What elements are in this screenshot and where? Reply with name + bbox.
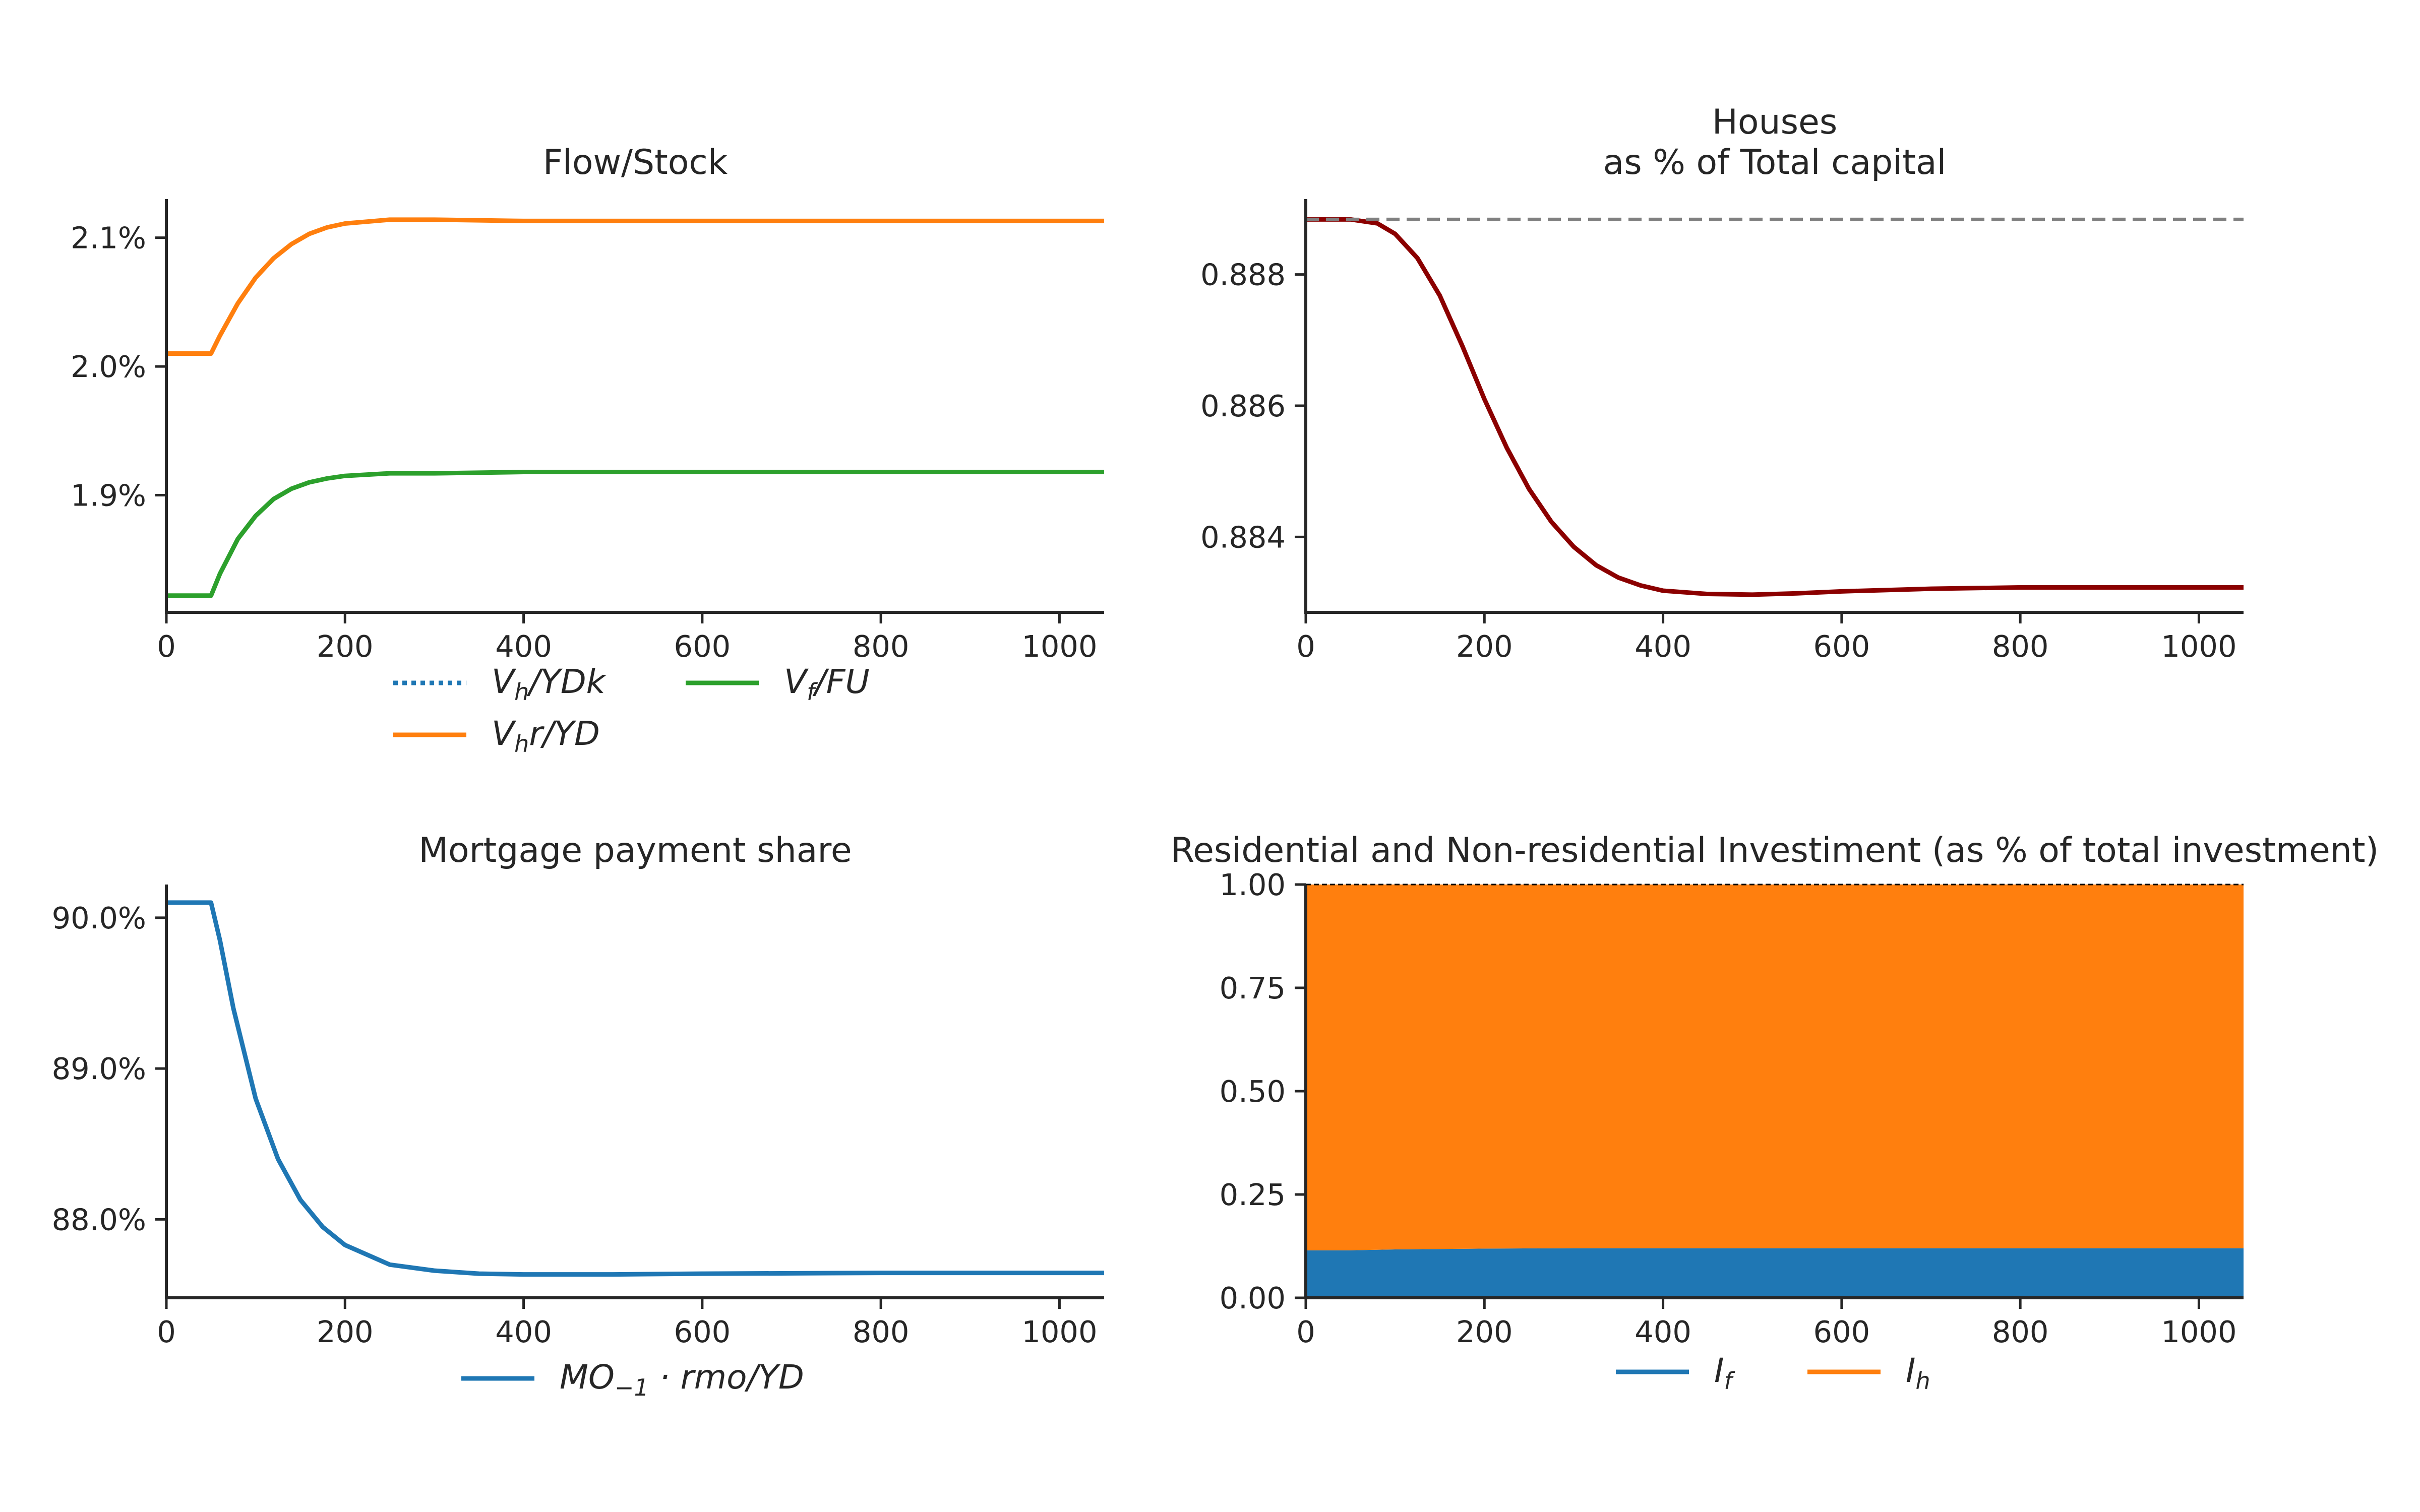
y-tick-label: 0.886 [1200,389,1286,423]
y-tick-label: 0.00 [1220,1281,1286,1315]
x-tick-label: 200 [1456,629,1513,664]
y-tick-label: 2.0% [71,349,146,384]
x-tick-label: 400 [495,1314,552,1349]
x-tick-label: 800 [1992,1314,2049,1349]
area-series-h [1306,885,2244,1250]
chart-title: Houses [1712,102,1838,142]
line-series-3 [166,470,1104,598]
y-tick-label: 0.25 [1220,1177,1286,1212]
chart-title: Residential and Non-residential Investim… [1171,831,2379,870]
legend: Vh/YDk Vf/FU Vhr/YD [393,662,870,758]
y-tick-label: 0.50 [1220,1074,1286,1109]
x-tick-label: 600 [674,629,731,664]
x-tick-label: 800 [853,629,910,664]
legend-label: If [1714,1351,1735,1395]
legend-label: Vf/FU [784,662,870,706]
x-tick-label: 0 [1296,629,1315,664]
y-tick-label: 1.00 [1220,867,1286,902]
chart-3: Mortgage payment share 0 200 400 600 800 1000 8… [52,831,1104,1401]
x-tick-label: 800 [1992,629,2049,664]
x-tick-label: 200 [1456,1314,1513,1349]
x-tick-label: 0 [1296,1314,1315,1349]
legend: If Ih [1616,1351,1930,1395]
legend-label: Ih [1906,1351,1930,1395]
chart-title: Mortgage payment share [418,831,852,870]
y-tick-label: 89.0% [52,1051,146,1086]
x-tick-label: 200 [317,629,374,664]
y-tick-label: 2.1% [71,221,146,256]
x-tick-label: 0 [157,629,176,664]
y-tick-label: 0.884 [1200,520,1286,554]
y-tick-label: 0.75 [1220,971,1286,1005]
area-series-f [1306,1248,2244,1298]
x-tick-label: 800 [853,1314,910,1349]
legend-label: Vhr/YD [492,714,600,758]
legend: MO−1 · rmo/YD [461,1358,804,1401]
x-tick-label: 600 [1813,629,1870,664]
y-tick-label: 1.9% [71,478,146,513]
x-tick-label: 400 [1635,1314,1691,1349]
x-tick-label: 600 [674,1314,731,1349]
x-tick-label: 600 [1813,1314,1870,1349]
x-tick-label: 0 [157,1314,176,1349]
chart-subtitle: as % of Total capital [1603,143,1947,182]
line-series-1 [166,900,1104,1277]
chart-title: Flow/Stock [543,143,728,182]
line-series-2 [166,217,1104,356]
x-tick-label: 1000 [2161,629,2236,664]
legend-label: Vh/YDk [492,662,607,706]
chart-4: Residential and Non-residential Investim… [1171,831,2379,1395]
x-tick-label: 1000 [1021,629,1097,664]
y-tick-label: 0.888 [1200,258,1286,292]
y-tick-label: 88.0% [52,1202,146,1237]
x-tick-label: 400 [1635,629,1691,664]
x-tick-label: 400 [495,629,552,664]
chart-1: Flow/Stock 0 200 400 600 800 1000 1.9% 2.0% 2.1% V… [71,143,1104,758]
line-series-1 [1306,217,2244,597]
legend-label: MO−1 · rmo/YD [560,1358,804,1401]
x-tick-label: 200 [317,1314,374,1349]
x-tick-label: 1000 [1021,1314,1097,1349]
x-tick-label: 1000 [2161,1314,2236,1349]
y-tick-label: 90.0% [52,901,146,935]
